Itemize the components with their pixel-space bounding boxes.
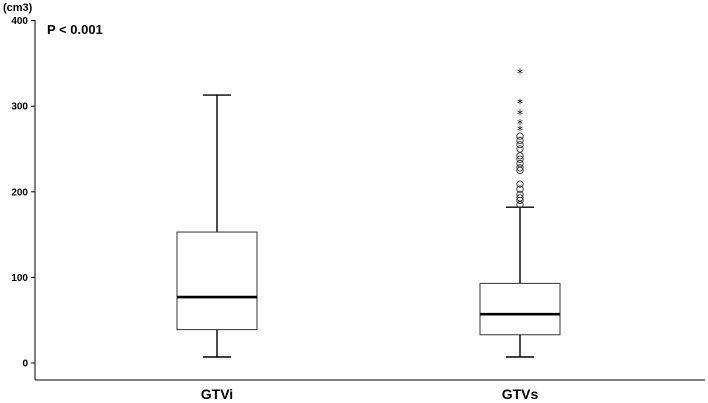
box-gtvi [176,94,258,358]
y-tick-label: 100 [11,273,28,284]
box-gtvs: ***** [479,66,561,358]
y-axis-ticks: 0 100 200 300 400 [11,16,35,370]
x-axis-category-labels: GTVi GTVs [201,386,539,402]
extreme-point: * [517,96,523,110]
y-tick-label: 400 [11,16,28,27]
outlier-point [516,155,524,163]
box-group: ***** [176,66,561,358]
y-axis-unit-label: (cm3) [3,2,33,14]
y-tick-label: 300 [11,102,28,113]
outlier-point [516,141,524,149]
extreme-point: * [517,117,523,131]
p-value-annotation: P < 0.001 [47,22,103,37]
outlier-point [516,136,524,145]
x-category-label: GTVi [201,386,233,402]
outlier-point [516,180,524,188]
y-tick-label: 0 [22,359,28,370]
iqr-box [479,282,561,336]
extreme-point: * [517,107,523,121]
iqr-box [176,231,258,331]
outlier-point [516,185,524,193]
y-tick-label: 200 [11,187,28,198]
outlier-point [516,132,524,140]
extreme-point: * [517,66,523,80]
outlier-point [516,164,524,172]
extreme-point: * [517,124,523,138]
x-category-label: GTVs [502,386,539,402]
outlier-point [516,159,524,168]
outlier-point [516,190,524,199]
outlier-point [516,145,524,153]
outlier-point [516,194,524,202]
